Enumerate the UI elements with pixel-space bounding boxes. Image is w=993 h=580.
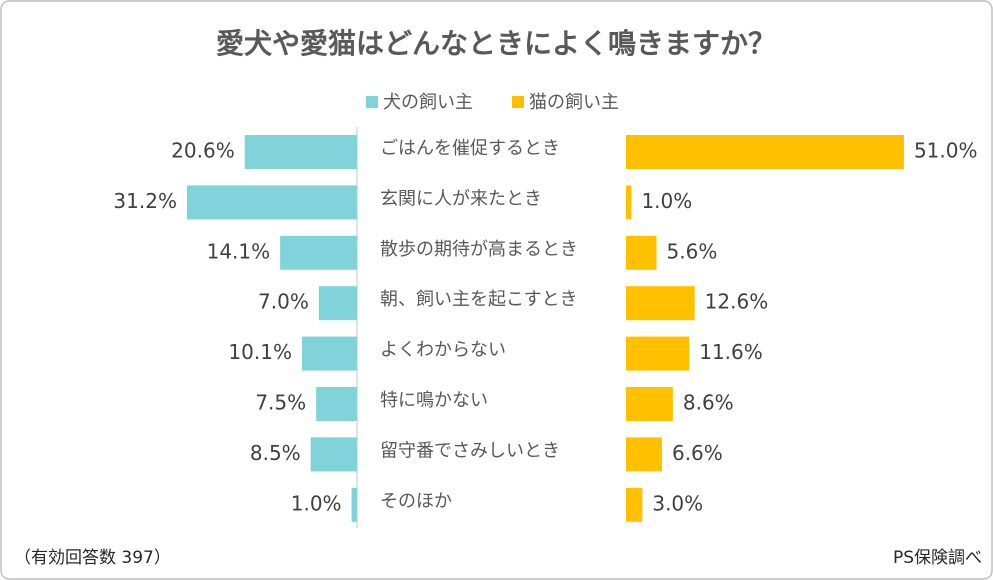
category-label: 留守番でさみしいとき <box>380 440 560 461</box>
category-label: 特に鳴かない <box>380 390 488 411</box>
bar <box>316 387 357 421</box>
bar <box>626 437 662 472</box>
bar <box>301 336 357 371</box>
note: （有効回答数 397） <box>14 548 171 568</box>
category-label: ごはんを催促するとき <box>380 138 560 159</box>
value-label: 7.0% <box>258 290 309 314</box>
value-label: 1.0% <box>291 491 342 515</box>
category-label: 散歩の期待が高まるとき <box>380 239 578 260</box>
value-label: 5.6% <box>667 239 718 263</box>
legend-swatch <box>512 96 524 108</box>
bar <box>626 387 673 421</box>
legend-label: 犬の飼い主 <box>383 92 473 113</box>
bar <box>244 135 357 169</box>
value-label: 12.6% <box>705 290 769 314</box>
bar <box>280 235 357 270</box>
value-label: 20.6% <box>171 139 235 163</box>
value-label: 31.2% <box>113 189 177 213</box>
value-label: 11.6% <box>699 340 763 364</box>
bar <box>626 135 904 169</box>
value-label: 8.6% <box>683 391 734 415</box>
bar <box>626 286 695 321</box>
category-label: そのほか <box>380 491 452 512</box>
bar <box>318 286 357 321</box>
value-label: 6.6% <box>672 441 723 465</box>
category-label: 玄関に人が来たとき <box>380 188 542 209</box>
chart-title: 愛犬や愛猫はどんなときによく鳴きますか？ <box>216 27 776 60</box>
bar <box>626 336 690 371</box>
value-label: 7.5% <box>255 391 306 415</box>
category-label: よくわからない <box>380 340 506 361</box>
legend-label: 猫の飼い主 <box>529 92 619 113</box>
bar <box>351 487 357 522</box>
source: PS保険調べ <box>893 548 982 568</box>
value-label: 3.0% <box>652 491 703 515</box>
value-label: 1.0% <box>641 189 692 213</box>
bar <box>626 235 657 270</box>
category-label: 朝、飼い主を起こすとき <box>380 289 578 310</box>
value-label: 51.0% <box>914 139 978 163</box>
value-label: 14.1% <box>207 239 271 263</box>
bar <box>626 487 643 522</box>
value-label: 8.5% <box>250 441 301 465</box>
bar <box>626 185 632 220</box>
legend-swatch <box>366 96 378 108</box>
value-label: 10.1% <box>228 340 292 364</box>
bar <box>310 437 357 472</box>
bar <box>186 185 357 220</box>
